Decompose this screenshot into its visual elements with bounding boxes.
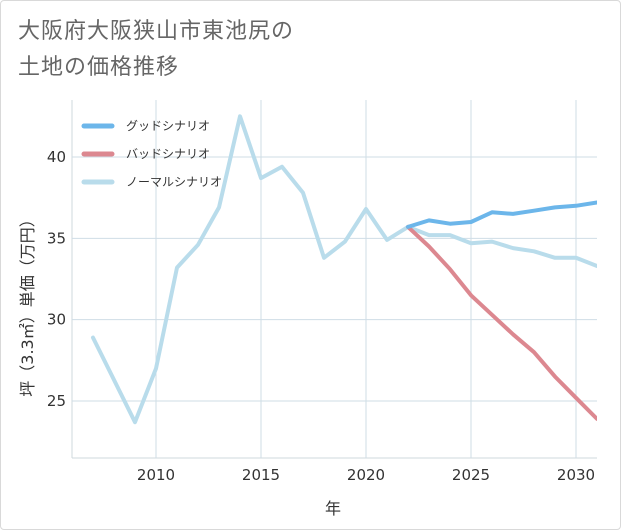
x-tick-label: 2025 [452,466,490,484]
y-axis-label: 坪（3.3㎡）単価（万円） [18,211,37,396]
y-axis-ticks: 25 30 35 40 [47,148,66,410]
legend-label: バッドシナリオ [126,147,210,161]
series-lines [91,114,597,425]
x-axis-ticks: 2010 2015 2020 2025 2030 [137,466,595,484]
x-tick-label: 2030 [557,466,595,484]
grid-lines [71,100,597,459]
y-tick-label: 40 [47,148,66,166]
x-tick-label: 2010 [137,466,175,484]
series-line-0 [406,200,597,229]
series-line-2 [91,114,597,425]
x-tick-label: 2015 [242,466,280,484]
y-tick-label: 35 [47,229,66,247]
x-tick-label: 2020 [347,466,385,484]
x-axis-label: 年 [325,499,341,518]
y-tick-label: 25 [47,392,66,410]
legend-label: グッドシナリオ [126,119,210,133]
series-line-1 [406,224,597,421]
y-tick-label: 30 [47,311,66,329]
chart-title: 大阪府大阪狭山市東池尻の 土地の価格推移 [18,19,295,80]
legend-label: ノーマルシナリオ [126,175,222,189]
